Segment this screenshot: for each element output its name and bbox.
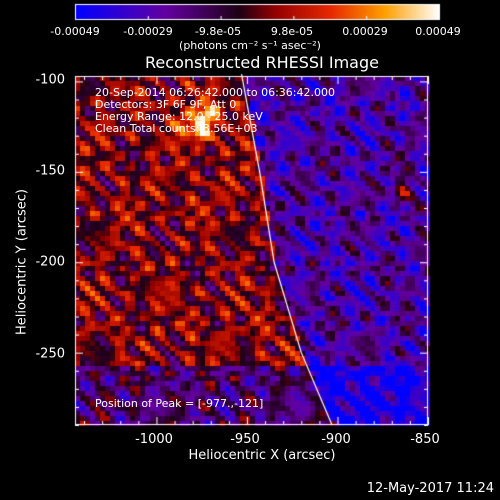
detectors-label: Detectors: 3F 6F 9F, Att 0	[95, 98, 237, 111]
y-tick-label: -250	[35, 346, 65, 362]
clean-counts-label: Clean Total counts: 3.56E+03	[95, 122, 258, 135]
x-tick-label: -1000	[135, 432, 173, 447]
colorbar-tick: 9.8e-05	[270, 25, 314, 38]
colorbar-tick: -0.00049	[50, 25, 100, 38]
colorbar-tick: 0.00029	[342, 25, 388, 38]
y-tick-label: -100	[35, 72, 65, 88]
x-axis-label: Heliocentric X (arcsec)	[188, 448, 336, 463]
x-tick-label: -900	[321, 432, 351, 447]
colorbar-tick: -9.8e-05	[194, 25, 242, 38]
energy-range-label: Energy Range: 12.0 - 25.0 keV	[95, 110, 263, 123]
y-tick-label: -200	[35, 254, 65, 270]
peak-position-label: Position of Peak = [-977.,-121]	[95, 397, 264, 410]
x-tick-label: -950	[230, 432, 260, 447]
y-tick-label: -150	[35, 163, 65, 179]
y-axis-label: Heliocentric Y (arcsec)	[14, 189, 30, 335]
colorbar-unit: (photons cm⁻² s⁻¹ asec⁻²)	[179, 39, 321, 52]
time-range-label: 20-Sep-2014 06:26:42.000 to 06:36:42.000	[95, 86, 335, 99]
plot-title: Reconstructed RHESSI Image	[145, 53, 379, 72]
x-tick-label: -850	[410, 432, 440, 447]
colorbar-tick: -0.00029	[123, 25, 173, 38]
footer-date: 12-May-2017 11:24	[366, 481, 494, 496]
colorbar-tick: 0.00049	[415, 25, 461, 38]
